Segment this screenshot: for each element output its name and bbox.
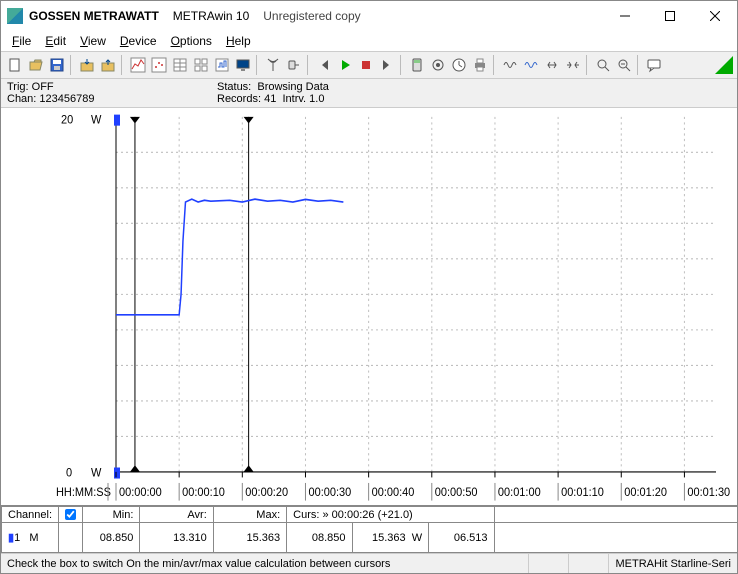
svg-text:00:00:00: 00:00:00 — [119, 487, 162, 500]
cell-min: 08.850 — [83, 523, 140, 553]
th-curs: Curs: » 00:00:26 (+21.0) — [287, 507, 494, 523]
tool-go-end[interactable] — [377, 55, 397, 75]
toolbar — [1, 51, 737, 79]
tool-open[interactable] — [26, 55, 46, 75]
menu-view[interactable]: View — [73, 32, 113, 50]
svg-text:20: 20 — [61, 114, 73, 127]
close-icon — [710, 11, 720, 21]
tool-wave2[interactable] — [521, 55, 541, 75]
statusbar-empty2 — [569, 554, 609, 573]
cell-ch: ▮1 M — [2, 523, 59, 553]
status-label: Status: — [217, 81, 251, 93]
tool-zoom-fit[interactable] — [614, 55, 634, 75]
window-controls — [602, 2, 737, 30]
th-avr: Avr: — [140, 507, 213, 523]
maximize-icon — [665, 11, 675, 21]
menu-help[interactable]: Help — [219, 32, 258, 50]
info-bar: Trig: OFF Chan: 123456789 Status: Browsi… — [1, 79, 737, 108]
svg-text:00:01:20: 00:01:20 — [624, 487, 667, 500]
status-value: Browsing Data — [257, 81, 329, 93]
tool-multi[interactable] — [191, 55, 211, 75]
tool-wave1[interactable] — [500, 55, 520, 75]
cell-c2: 15.363 W — [352, 523, 429, 553]
trig-label: Trig: — [7, 81, 29, 93]
cursor-calc-checkbox[interactable] — [65, 509, 76, 520]
tool-table[interactable] — [170, 55, 190, 75]
menu-device[interactable]: Device — [113, 32, 164, 50]
tool-save[interactable] — [47, 55, 67, 75]
chan-label: Chan: — [7, 93, 36, 105]
app-registration-note: Unregistered copy — [263, 9, 360, 23]
trig-value: OFF — [32, 81, 54, 93]
status-bar: Check the box to switch On the min/avr/m… — [1, 553, 737, 573]
minimize-button[interactable] — [602, 2, 647, 30]
th-min: Min: — [83, 507, 140, 523]
app-window: GOSSEN METRAWATT METRAwin 10 Unregistere… — [0, 0, 738, 574]
tool-export[interactable] — [98, 55, 118, 75]
tool-chart-xy[interactable] — [149, 55, 169, 75]
run-indicator-icon — [715, 56, 733, 74]
svg-text:00:00:50: 00:00:50 — [435, 487, 478, 500]
records-label: Records: — [217, 93, 261, 105]
chart-area[interactable]: 20 W 0 W HH:MM:SS 00:00:00 00:00:10 00:00:20 00:… — [1, 108, 737, 505]
intrv-value: 1.0 — [309, 93, 324, 105]
th-checkbox — [59, 507, 83, 523]
tool-connect[interactable] — [284, 55, 304, 75]
tool-zoom[interactable] — [593, 55, 613, 75]
svg-text:HH:MM:SS: HH:MM:SS — [56, 487, 111, 500]
statusbar-device: METRAHit Starline-Seri — [609, 554, 737, 573]
statusbar-empty1 — [529, 554, 569, 573]
app-title: GOSSEN METRAWATT — [29, 9, 159, 23]
svg-text:0: 0 — [66, 467, 72, 480]
tool-clock[interactable] — [449, 55, 469, 75]
tool-expand[interactable] — [542, 55, 562, 75]
tool-print[interactable] — [470, 55, 490, 75]
records-value: 41 — [264, 93, 276, 105]
tool-import[interactable] — [77, 55, 97, 75]
tool-device[interactable] — [407, 55, 427, 75]
minimize-icon — [620, 11, 630, 21]
svg-text:00:00:30: 00:00:30 — [308, 487, 351, 500]
app-icon — [7, 8, 23, 24]
th-max: Max: — [213, 507, 286, 523]
tool-comment[interactable] — [644, 55, 664, 75]
tool-go-start[interactable] — [314, 55, 334, 75]
maximize-button[interactable] — [647, 2, 692, 30]
statusbar-message: Check the box to switch On the min/avr/m… — [1, 554, 529, 573]
chan-value: 123456789 — [39, 93, 94, 105]
svg-text:00:00:40: 00:00:40 — [372, 487, 415, 500]
intrv-label: Intrv. — [282, 93, 306, 105]
menu-file[interactable]: File — [5, 32, 38, 50]
tool-logger[interactable] — [212, 55, 232, 75]
data-table: Channel: Min: Avr: Max: Curs: » 00:00:26… — [1, 505, 737, 553]
svg-text:W: W — [91, 114, 101, 127]
svg-text:00:01:00: 00:01:00 — [498, 487, 541, 500]
menu-edit[interactable]: Edit — [38, 32, 73, 50]
menu-bar: File Edit View Device Options Help — [1, 31, 737, 51]
tool-compress[interactable] — [563, 55, 583, 75]
tool-new[interactable] — [5, 55, 25, 75]
svg-text:W: W — [91, 467, 101, 480]
cell-max: 15.363 — [213, 523, 286, 553]
title-bar: GOSSEN METRAWATT METRAwin 10 Unregistere… — [1, 1, 737, 31]
chart-svg: 20 W 0 W HH:MM:SS 00:00:00 00:00:10 00:00:20 00:… — [1, 108, 737, 505]
cell-avr: 13.310 — [140, 523, 213, 553]
cell-c3: 06.513 — [429, 523, 494, 553]
tool-chart-yt[interactable] — [128, 55, 148, 75]
svg-text:00:01:30: 00:01:30 — [687, 487, 730, 500]
tool-stop[interactable] — [356, 55, 376, 75]
th-channel: Channel: — [2, 507, 59, 523]
tool-settings[interactable] — [428, 55, 448, 75]
svg-text:00:01:10: 00:01:10 — [561, 487, 604, 500]
cell-c1: 08.850 — [287, 523, 352, 553]
close-button[interactable] — [692, 2, 737, 30]
svg-text:00:00:10: 00:00:10 — [182, 487, 225, 500]
tool-monitor[interactable] — [233, 55, 253, 75]
svg-text:00:00:20: 00:00:20 — [245, 487, 288, 500]
app-subtitle: METRAwin 10 — [173, 9, 249, 23]
menu-options[interactable]: Options — [164, 32, 219, 50]
tool-antenna[interactable] — [263, 55, 283, 75]
tool-play[interactable] — [335, 55, 355, 75]
